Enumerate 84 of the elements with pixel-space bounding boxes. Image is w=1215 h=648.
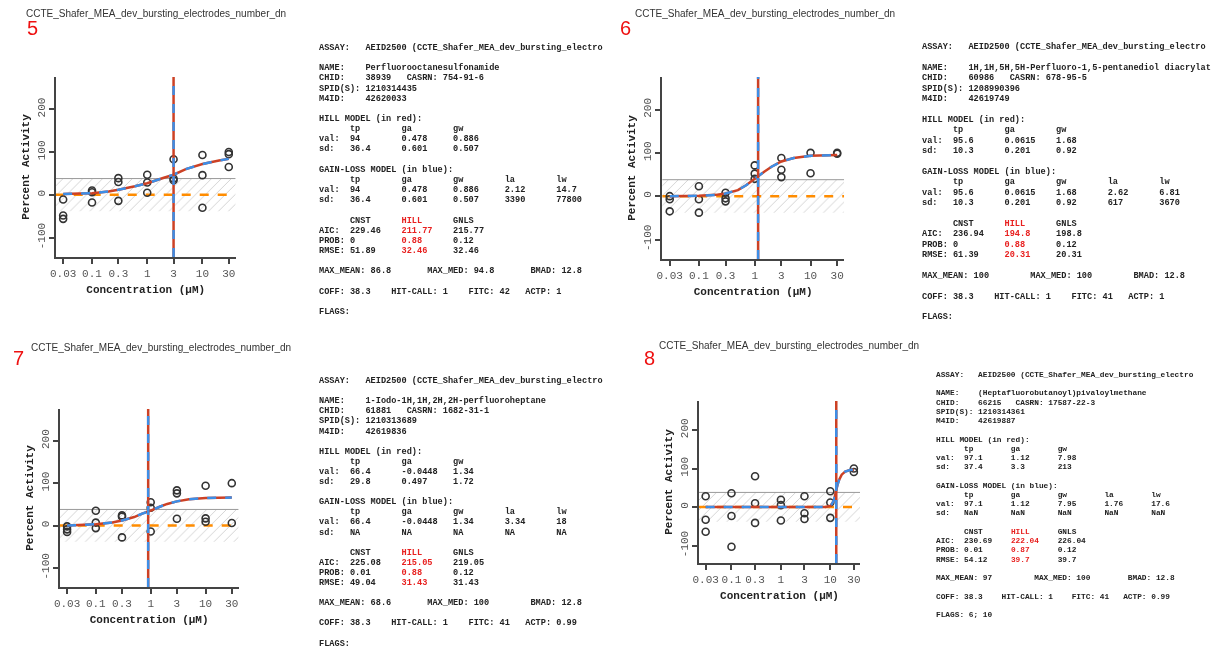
- y-tick-label: 0: [39, 520, 52, 528]
- x-tick-label: 30: [225, 597, 239, 610]
- x-axis-title: Concentration (µM): [86, 283, 206, 296]
- y-tick-label: 200: [678, 418, 691, 439]
- y-tick-label: 100: [642, 141, 655, 162]
- x-tick-label: 1: [143, 267, 151, 280]
- text: FLAGS:: [319, 639, 350, 648]
- x-tick-label: 1: [751, 269, 759, 282]
- x-tick-label: 0.03: [656, 269, 683, 282]
- text: CNST HILL GNLS AIC: 225.08 215.05 219.05 PROB: 0.01 0.88 0.12 RMSE: 49.04 31.43 31.43: [319, 548, 485, 588]
- x-tick-label: 0.3: [112, 597, 132, 610]
- text: MAX_MEAN: 68.6 MAX_MED: 100 BMAD: 12.8: [319, 598, 583, 608]
- x-tick-label: 3: [801, 573, 808, 586]
- chart-title: CCTE_Shafer_MEA_dev_bursting_electrodes_number_dn: [659, 340, 920, 351]
- y-tick-label: -100: [35, 222, 48, 250]
- y-tick-label: 100: [678, 456, 691, 477]
- x-tick-label: 10: [803, 269, 818, 282]
- text: 5: [27, 17, 39, 39]
- y-tick-label: 100: [35, 140, 48, 161]
- x-tick-label: 0.3: [745, 573, 765, 586]
- x-tick-label: 0.1: [85, 597, 107, 610]
- y-tick-label: 0: [642, 191, 655, 198]
- y-tick-label: 0: [678, 502, 691, 509]
- y-axis-title: Percent Activity: [662, 428, 675, 535]
- y-tick-label: -100: [678, 530, 691, 558]
- x-tick-label: 10: [195, 267, 210, 280]
- x-tick-label: 0.1: [689, 269, 710, 282]
- x-tick-label: 0.1: [721, 573, 742, 586]
- x-tick-label: 1: [777, 573, 785, 586]
- x-tick-label: 30: [222, 267, 236, 280]
- x-tick-label: 10: [199, 597, 213, 610]
- y-tick-label: -100: [642, 224, 655, 252]
- x-tick-label: 0.03: [692, 573, 719, 586]
- y-tick-label: 0: [35, 189, 48, 197]
- x-tick-label: 1: [147, 597, 155, 610]
- text: HILL MODEL (in red): tp ga gw val: 95.6 0.0615 1.68 sd: 10.3 0.201 0.92: [922, 115, 1077, 156]
- y-tick-label: -100: [39, 553, 52, 580]
- text: 7: [13, 347, 25, 369]
- y-tick-label: 200: [642, 97, 655, 118]
- x-tick-label: 0.3: [108, 267, 129, 280]
- text: COFF: 38.3 HIT-CALL: 1 FITC: 42 ACTP: 1: [319, 287, 562, 297]
- text: 8: [644, 347, 656, 369]
- text: ASSAY: AEID2500 (CCTE_Shafer_MEA_dev_bursting_electro: [319, 43, 603, 53]
- text: MAX_MEAN: 100 MAX_MED: 100 BMAD: 12.8: [922, 271, 1186, 281]
- x-tick-label: 30: [847, 573, 861, 586]
- text: ASSAY: AEID2500 (CCTE_Shafer_MEA_dev_bursting_electro: [319, 376, 603, 386]
- text: GAIN-LOSS MODEL (in blue): tp ga gw la lw val: 95.6 0.0615 1.68 2.62 6.81 sd: 10.3 0.201 0.92 617 3670: [922, 167, 1180, 208]
- y-axis-title: Percent Activity: [626, 114, 639, 221]
- x-tick-label: 10: [823, 573, 837, 586]
- text: HILL MODEL (in red): tp ga gw val: 94 0.478 0.886 sd: 36.4 0.601 0.507: [319, 114, 479, 154]
- text: 6: [620, 17, 632, 39]
- text: ASSAY: AEID2500 (CCTE_Shafer_MEA_dev_bursting_electro: [922, 42, 1206, 52]
- x-tick-label: 0.03: [49, 267, 77, 280]
- chart-title: CCTE_Shafer_MEA_dev_bursting_electrodes_number_dn: [31, 342, 292, 353]
- text: HILL MODEL (in red): tp ga gw val: 66.4 -0.0448 1.34 sd: 29.8 0.497 1.72: [319, 447, 474, 487]
- y-axis-title: Percent Activity: [19, 113, 32, 220]
- text: COFF: 38.3 HIT-CALL: 1 FITC: 41 ACTP: 1: [922, 292, 1165, 302]
- x-axis-title: Concentration (µM): [89, 613, 209, 626]
- x-tick-label: 3: [778, 269, 785, 282]
- x-tick-label: 0.03: [53, 597, 81, 610]
- chart-title: CCTE_Shafer_MEA_dev_bursting_electrodes_number_dn: [26, 8, 287, 19]
- text: FLAGS:: [922, 312, 953, 322]
- y-tick-label: 200: [39, 429, 52, 450]
- text: NAME: Perfluorooctanesulfonamide CHID: 38939 CASRN: 754-91-6 SPID(S): 1210314435 M4ID: 42620033: [319, 63, 500, 104]
- y-tick-label: 100: [39, 471, 52, 492]
- y-axis-title: Percent Activity: [23, 444, 36, 551]
- text: GAIN-LOSS MODEL (in blue): tp ga gw la lw val: 66.4 -0.0448 1.34 3.34 18 sd: NA NA NA NA NA: [319, 497, 568, 538]
- text: NAME: 1H,1H,5H,5H-Perfluoro-1,5-pentanediol diacrylat CHID: 60986 CASRN: 678-95-5 SPID(S): 1208990396 M4ID: 42619749: [922, 63, 1211, 104]
- y-tick-label: 200: [35, 97, 48, 118]
- text: GAIN-LOSS MODEL (in blue): tp ga gw la lw val: 94 0.478 0.886 2.12 14.7 sd: 36.4 0.601 0.507 3390 77800: [319, 165, 583, 205]
- x-tick-label: 0.1: [82, 267, 103, 280]
- x-axis-title: Concentration (µM): [693, 285, 813, 298]
- x-tick-label: 3: [173, 597, 181, 610]
- x-tick-label: 30: [830, 269, 844, 282]
- text: NAME: 1-Iodo-1H,1H,2H,2H-perfluoroheptane CHID: 61881 CASRN: 1682-31-1 SPID(S): 1210313689 M4ID: 42619836: [319, 396, 546, 437]
- chart-title: CCTE_Shafer_MEA_dev_bursting_electrodes_number_dn: [635, 8, 896, 19]
- x-axis-title: Concentration (µM): [720, 589, 839, 602]
- text: CNST HILL GNLS AIC: 236.94 194.8 198.8 PROB: 0 0.88 0.12 RMSE: 61.39 20.31 20.31: [922, 219, 1082, 260]
- text: MAX_MEAN: 86.8 MAX_MED: 94.8 BMAD: 12.8: [319, 266, 583, 276]
- x-tick-label: 0.3: [715, 269, 736, 282]
- text: CNST HILL GNLS AIC: 229.46 211.77 215.77 PROB: 0 0.88 0.12 RMSE: 51.89 32.46 32.46: [319, 216, 485, 256]
- text: COFF: 38.3 HIT-CALL: 1 FITC: 41 ACTP: 0.99: [319, 618, 577, 628]
- x-tick-label: 3: [170, 267, 177, 280]
- text: FLAGS:: [319, 307, 350, 317]
